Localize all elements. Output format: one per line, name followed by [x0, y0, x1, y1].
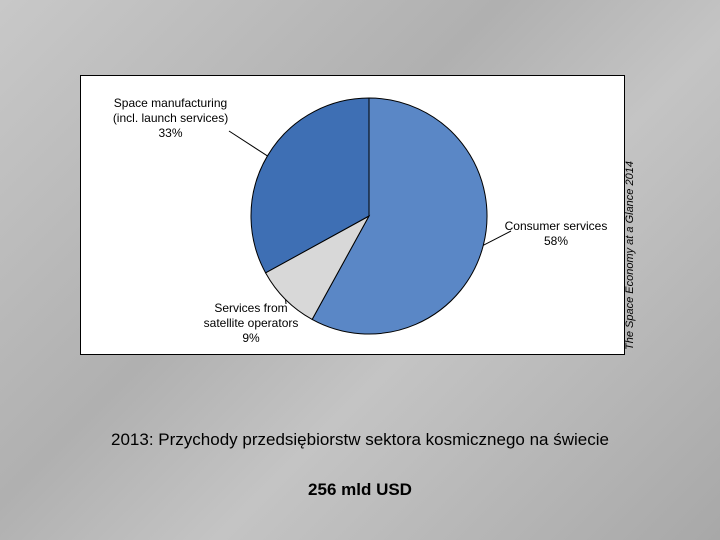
slide-subcaption: 256 mld USD	[0, 480, 720, 500]
label-satellite-operators: Services from satellite operators 9%	[196, 301, 306, 346]
label-text: (incl. launch services)	[113, 111, 228, 125]
label-consumer-services: Consumer services 58%	[501, 219, 611, 249]
label-text: satellite operators	[204, 316, 299, 330]
label-pct: 33%	[158, 126, 182, 140]
label-text: Space manufacturing	[114, 96, 227, 110]
label-pct: 9%	[242, 331, 259, 345]
label-text: Services from	[214, 301, 287, 315]
label-space-manufacturing: Space manufacturing (incl. launch servic…	[103, 96, 238, 141]
source-citation: The Space Economy at a Glance 2014	[624, 80, 638, 350]
pie-chart-panel: Consumer services 58% Services from sate…	[80, 75, 625, 355]
slide-caption: 2013: Przychody przedsiębiorstw sektora …	[0, 430, 720, 450]
label-pct: 58%	[544, 234, 568, 248]
label-text: Consumer services	[505, 219, 608, 233]
